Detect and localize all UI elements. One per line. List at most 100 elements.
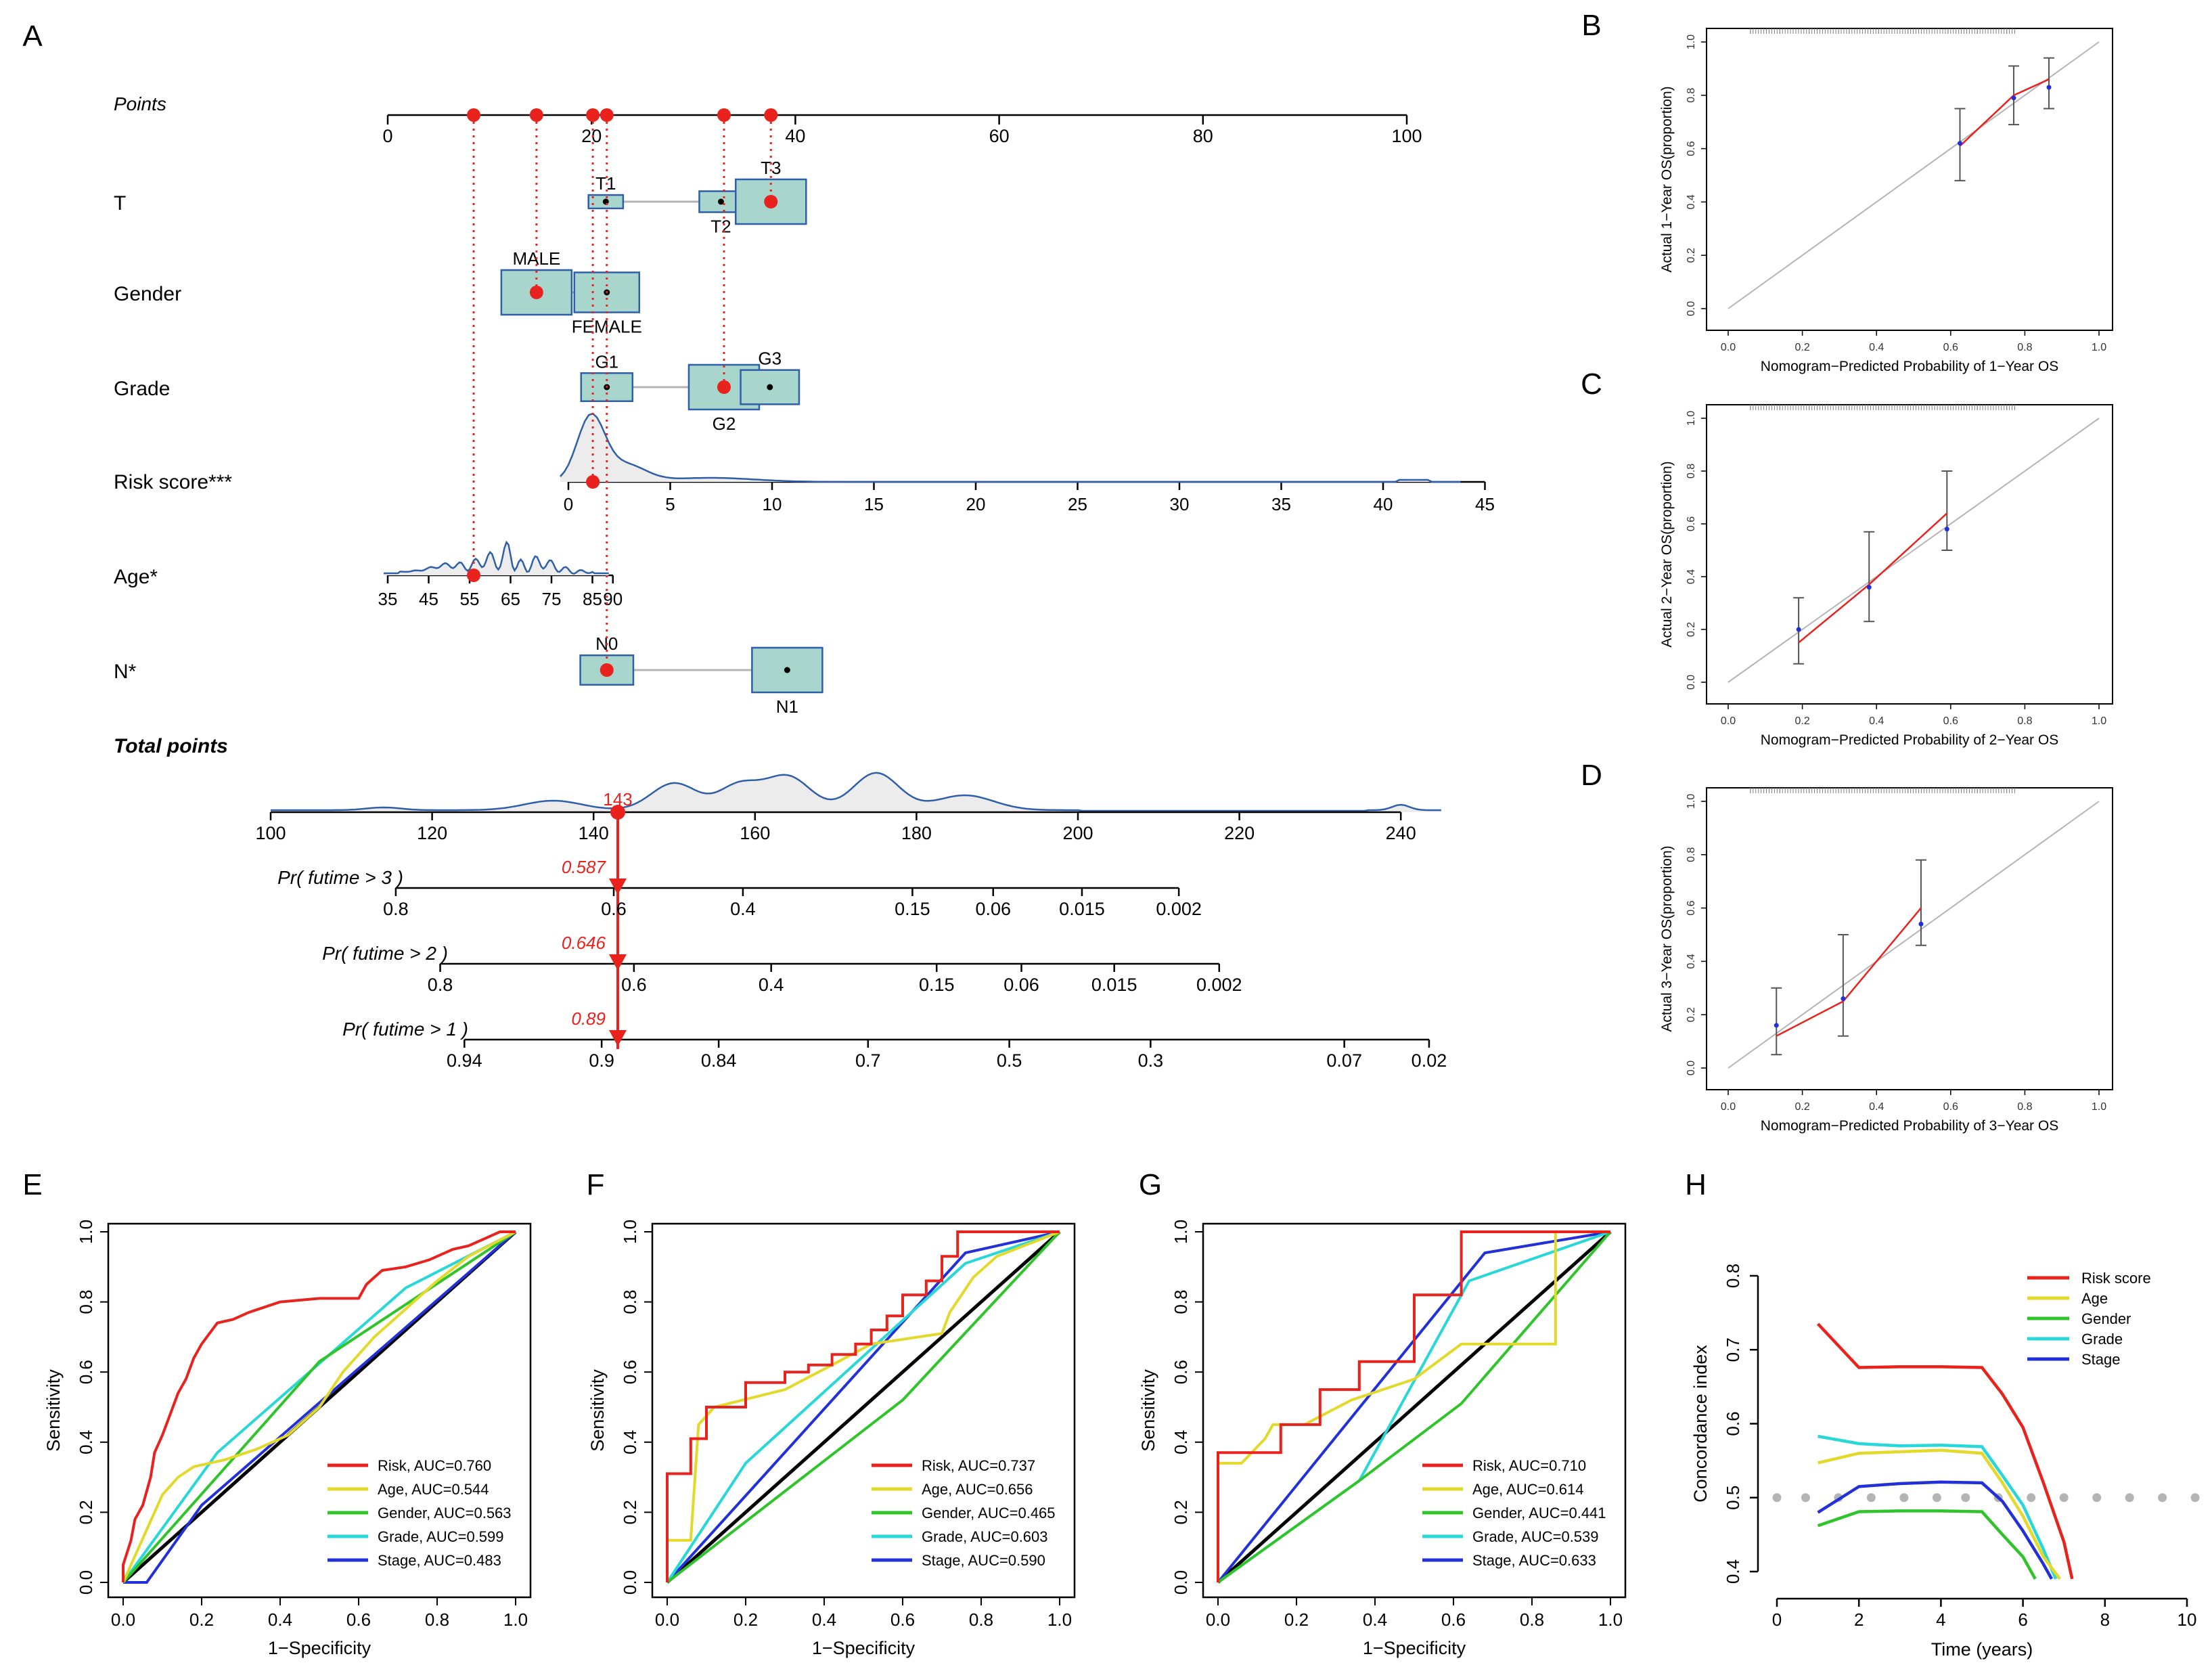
roc-y-tick-label: 0.2 xyxy=(76,1500,96,1524)
total-density-fill xyxy=(271,772,1441,812)
roc-x-tick-label: 0.0 xyxy=(655,1609,679,1630)
risk-tick-label: 35 xyxy=(1271,494,1291,514)
roc-x-label: 1−Specificity xyxy=(268,1638,371,1658)
calibration-observed-line xyxy=(1959,79,2050,147)
roc-curve-age xyxy=(1217,1230,1610,1582)
cindex-reference-dot xyxy=(1772,1493,1782,1503)
roc-x-tick-label: 0.4 xyxy=(268,1609,292,1630)
points-tick-label: 80 xyxy=(1193,126,1213,146)
probability-tick-label: 0.8 xyxy=(428,975,453,995)
calibration-y-tick-label: 0.4 xyxy=(1686,954,1697,969)
risk-density-fill xyxy=(560,414,1465,482)
roc-legend-text: Gender, AUC=0.563 xyxy=(378,1505,512,1521)
selected-point xyxy=(586,475,600,489)
cindex-legend-text: Gender xyxy=(2081,1310,2131,1327)
risk-tick-label: 45 xyxy=(1475,494,1495,514)
age-tick-label: 75 xyxy=(542,589,562,609)
calibration-y-tick-label: 1.0 xyxy=(1686,35,1697,49)
probability-value: 0.646 xyxy=(562,933,606,953)
roc-frame xyxy=(1202,1222,1627,1599)
variable-label: Grade xyxy=(114,378,170,400)
calibration-x-tick-label: 0.8 xyxy=(2017,342,2032,353)
calibration-ideal-line xyxy=(1728,41,2100,309)
calibration-y-label: Actual 2−Year OS(proportion) xyxy=(1659,461,1675,647)
calibration-y-tick-label: 0.4 xyxy=(1686,569,1697,584)
calibration-y-label: Actual 3−Year OS(proportion) xyxy=(1659,845,1675,1031)
roc-y-tick-label: 0.4 xyxy=(1171,1430,1191,1454)
roc-x-tick-label: 0.0 xyxy=(1206,1609,1230,1630)
variable-label: N* xyxy=(114,661,137,683)
panel-label-g: G xyxy=(1139,1168,1162,1201)
cindex-x-label: Time (years) xyxy=(1931,1639,2033,1660)
points-axis-marker xyxy=(586,108,600,122)
roc-y-tick-label: 0.0 xyxy=(76,1570,96,1595)
cindex-reference-dot xyxy=(1932,1493,1941,1503)
cindex-reference-dot xyxy=(2190,1493,2200,1503)
calibration-y-tick-label: 0.6 xyxy=(1686,141,1697,156)
points-axis-marker xyxy=(764,108,778,122)
points-axis-marker xyxy=(600,108,614,122)
points-axis-marker xyxy=(529,108,543,122)
roc-x-tick-label: 1.0 xyxy=(1047,1609,1072,1630)
calibration-point xyxy=(1774,1023,1779,1028)
calibration-point xyxy=(1944,527,1949,532)
cindex-legend-text: Stage xyxy=(2081,1351,2121,1368)
roc-y-tick-label: 0.8 xyxy=(76,1290,96,1314)
probability-tick-label: 0.3 xyxy=(1138,1050,1164,1071)
panel-label-d: D xyxy=(1581,759,1602,792)
total-density-line xyxy=(271,772,1441,812)
calibration-x-tick-label: 0.8 xyxy=(2017,1101,2032,1113)
cindex-reference-dot xyxy=(2158,1493,2167,1503)
probability-tick-label: 0.015 xyxy=(1059,899,1105,919)
roc-x-label: 1−Specificity xyxy=(812,1638,916,1658)
cindex-y-tick-label: 0.6 xyxy=(1723,1411,1743,1436)
total-points-label: Total points xyxy=(114,735,228,757)
roc-diagonal xyxy=(666,1230,1061,1584)
cindex-reference-dot xyxy=(1866,1493,1876,1503)
probability-tick-label: 0.15 xyxy=(895,899,930,919)
calibration-y-tick-label: 0.0 xyxy=(1686,675,1697,690)
level-label: G1 xyxy=(595,351,618,372)
cindex-x-tick-label: 2 xyxy=(1854,1609,1864,1630)
risk-tick-label: 40 xyxy=(1374,494,1393,514)
cindex-x-tick-label: 4 xyxy=(1936,1609,1945,1630)
risk-tick-label: 10 xyxy=(763,494,782,514)
probability-tick-label: 0.6 xyxy=(621,975,647,995)
roc-y-tick-label: 0.8 xyxy=(620,1290,640,1314)
cindex-legend-text: Grade xyxy=(2081,1331,2123,1348)
roc-frame xyxy=(651,1222,1076,1599)
roc-x-tick-label: 1.0 xyxy=(503,1609,528,1630)
roc-curve-grade xyxy=(666,1230,1060,1584)
probability-value: 0.587 xyxy=(562,857,607,877)
level-dot xyxy=(784,667,790,673)
risk-tick-label: 20 xyxy=(966,494,986,514)
probability-tick-label: 0.6 xyxy=(601,899,627,919)
level-label: T2 xyxy=(710,217,731,237)
cindex-line-stage xyxy=(1817,1480,2053,1580)
probability-tick-label: 0.02 xyxy=(1412,1050,1447,1071)
roc-y-label: Sensitivity xyxy=(1138,1369,1158,1452)
roc-legend-text: Age, AUC=0.614 xyxy=(1472,1481,1584,1498)
roc-x-tick-label: 0.2 xyxy=(189,1609,214,1630)
total-tick-label: 200 xyxy=(1062,823,1093,843)
roc-y-tick-label: 0.4 xyxy=(76,1430,96,1454)
total-tick-label: 220 xyxy=(1224,823,1255,843)
cindex-reference-dot xyxy=(2059,1493,2069,1503)
roc-diagonal xyxy=(1217,1230,1612,1584)
calibration-x-tick-label: 0.6 xyxy=(1943,715,1958,727)
selected-point xyxy=(764,195,778,208)
roc-y-tick-label: 0.0 xyxy=(620,1570,640,1595)
risk-tick-label: 5 xyxy=(665,494,675,514)
calibration-y-tick-label: 0.8 xyxy=(1686,464,1697,479)
panel-label-h: H xyxy=(1685,1168,1707,1201)
panel-label-b: B xyxy=(1581,9,1601,42)
cindex-x-tick-label: 8 xyxy=(2100,1609,2110,1630)
calibration-x-tick-label: 0.4 xyxy=(1869,1101,1884,1113)
roc-curve-stage xyxy=(1217,1230,1611,1584)
roc-legend-text: Risk, AUC=0.760 xyxy=(378,1457,491,1474)
probability-arrow xyxy=(608,879,627,895)
cindex-x-tick-label: 0 xyxy=(1772,1609,1782,1630)
points-tick-label: 100 xyxy=(1391,126,1422,146)
probability-arrow xyxy=(608,954,627,971)
